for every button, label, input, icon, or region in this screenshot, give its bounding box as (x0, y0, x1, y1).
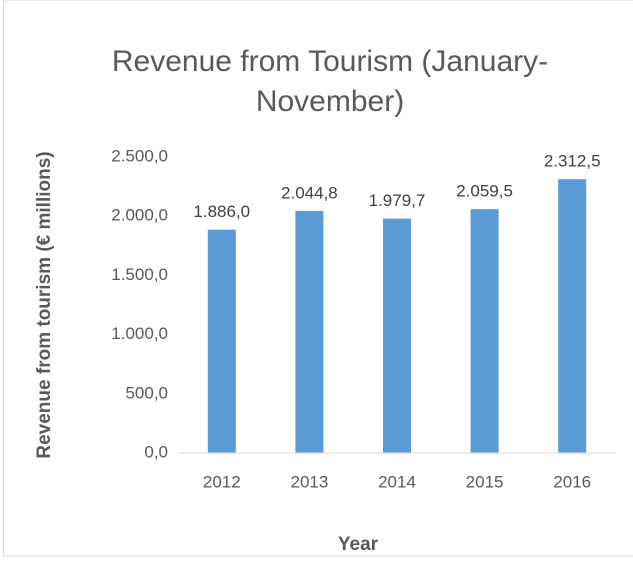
x-tick-label: 2016 (553, 472, 591, 491)
y-axis-label: Revenue from tourism (€ millions) (34, 151, 55, 458)
x-axis-label: Year (338, 534, 379, 555)
y-tick-label: 0,0 (144, 442, 168, 461)
chart-title: Revenue from Tourism (January-November) (111, 45, 549, 118)
y-tick-label: 1.500,0 (111, 265, 168, 284)
bar (383, 218, 411, 453)
bar (470, 209, 499, 453)
bar (207, 229, 236, 453)
value-label: 1.886,0 (193, 202, 250, 221)
y-tick-label: 2.000,0 (111, 206, 168, 225)
value-label: 2.044,8 (281, 183, 338, 202)
value-label: 1.979,7 (369, 191, 426, 210)
y-tick-label: 500,0 (125, 383, 168, 402)
x-tick-label: 2012 (203, 472, 241, 491)
value-label: 2.312,5 (544, 152, 601, 171)
x-tick-label: 2013 (290, 472, 328, 491)
y-tick-label: 2.500,0 (111, 146, 168, 165)
x-tick-label: 2015 (466, 472, 504, 491)
chart-border (3, 0, 633, 557)
bar (295, 210, 324, 453)
x-tick-label: 2014 (378, 472, 416, 491)
bar (558, 179, 587, 453)
y-tick-label: 1.000,0 (111, 324, 168, 343)
value-label: 2.059,5 (456, 182, 513, 201)
